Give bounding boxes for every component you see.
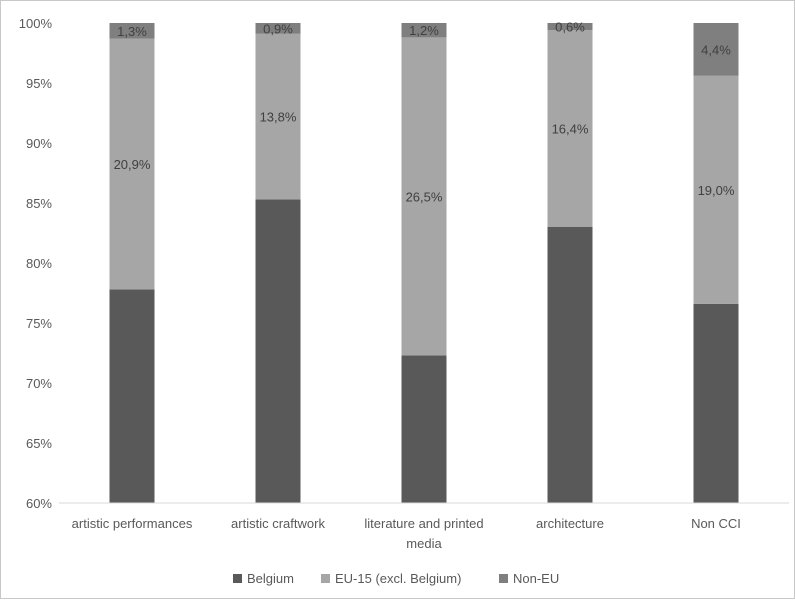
bar-segment-eu-15-excl-belgium bbox=[401, 37, 447, 356]
y-tick-label: 80% bbox=[26, 256, 52, 271]
bar-segment-belgium bbox=[693, 303, 739, 503]
bar-segment-non-eu bbox=[693, 23, 739, 76]
x-tick-label: Non CCI bbox=[691, 516, 741, 531]
legend-swatch bbox=[233, 574, 242, 583]
bar-segment-non-eu bbox=[109, 23, 155, 39]
bar-segment-non-eu bbox=[255, 23, 301, 34]
y-tick-label: 85% bbox=[26, 196, 52, 211]
data-labels: 20,9% 1,3% 13,8% 0,9% 26,5% 1,2% 16,4% 0,6% 19,0… bbox=[114, 20, 735, 205]
bar-segment-eu-15-excl-belgium bbox=[255, 33, 301, 200]
x-tick-label: media bbox=[406, 536, 442, 551]
y-tick-label: 90% bbox=[26, 136, 52, 151]
x-axis: artistic performances artistic craftwork l… bbox=[59, 502, 789, 551]
y-axis: 60% 65% 70% 75% 80% 85% 90% 95% 100% bbox=[19, 16, 53, 511]
bar-segment-belgium bbox=[255, 199, 301, 503]
legend-swatch bbox=[321, 574, 330, 583]
bar-segment-eu-15-excl-belgium bbox=[109, 38, 155, 290]
y-tick-label: 70% bbox=[26, 376, 52, 391]
data-label: 26,5% bbox=[406, 189, 443, 204]
data-label: 0,9% bbox=[263, 21, 293, 36]
x-tick-label: architecture bbox=[536, 516, 604, 531]
data-label: 19,0% bbox=[698, 183, 735, 198]
bar-segment-eu-15-excl-belgium bbox=[693, 75, 739, 304]
bar-segment-non-eu bbox=[547, 23, 593, 31]
legend: Belgium EU-15 (excl. Belgium) Non-EU bbox=[233, 571, 559, 586]
data-label: 1,2% bbox=[409, 23, 439, 38]
data-label: 20,9% bbox=[114, 157, 151, 172]
data-label: 13,8% bbox=[260, 110, 297, 125]
legend-label: EU-15 (excl. Belgium) bbox=[335, 571, 461, 586]
y-tick-label: 60% bbox=[26, 496, 52, 511]
y-tick-label: 95% bbox=[26, 76, 52, 91]
bars bbox=[109, 23, 739, 503]
y-tick-label: 75% bbox=[26, 316, 52, 331]
data-label: 0,6% bbox=[555, 20, 585, 35]
legend-swatch bbox=[499, 574, 508, 583]
data-label: 16,4% bbox=[552, 122, 589, 137]
data-label: 4,4% bbox=[701, 42, 731, 57]
bar-segment-eu-15-excl-belgium bbox=[547, 30, 593, 228]
bar-segment-non-eu bbox=[401, 23, 447, 38]
x-tick-label: literature and printed bbox=[364, 516, 483, 531]
y-tick-label: 100% bbox=[19, 16, 53, 31]
bar-segment-belgium bbox=[547, 227, 593, 503]
legend-label: Belgium bbox=[247, 571, 294, 586]
bar-segment-belgium bbox=[401, 355, 447, 503]
data-label: 1,3% bbox=[117, 24, 147, 39]
y-tick-label: 65% bbox=[26, 436, 52, 451]
x-tick-label: artistic performances bbox=[72, 516, 193, 531]
bar-segment-belgium bbox=[109, 289, 155, 503]
legend-label: Non-EU bbox=[513, 571, 559, 586]
x-tick-label: artistic craftwork bbox=[231, 516, 325, 531]
